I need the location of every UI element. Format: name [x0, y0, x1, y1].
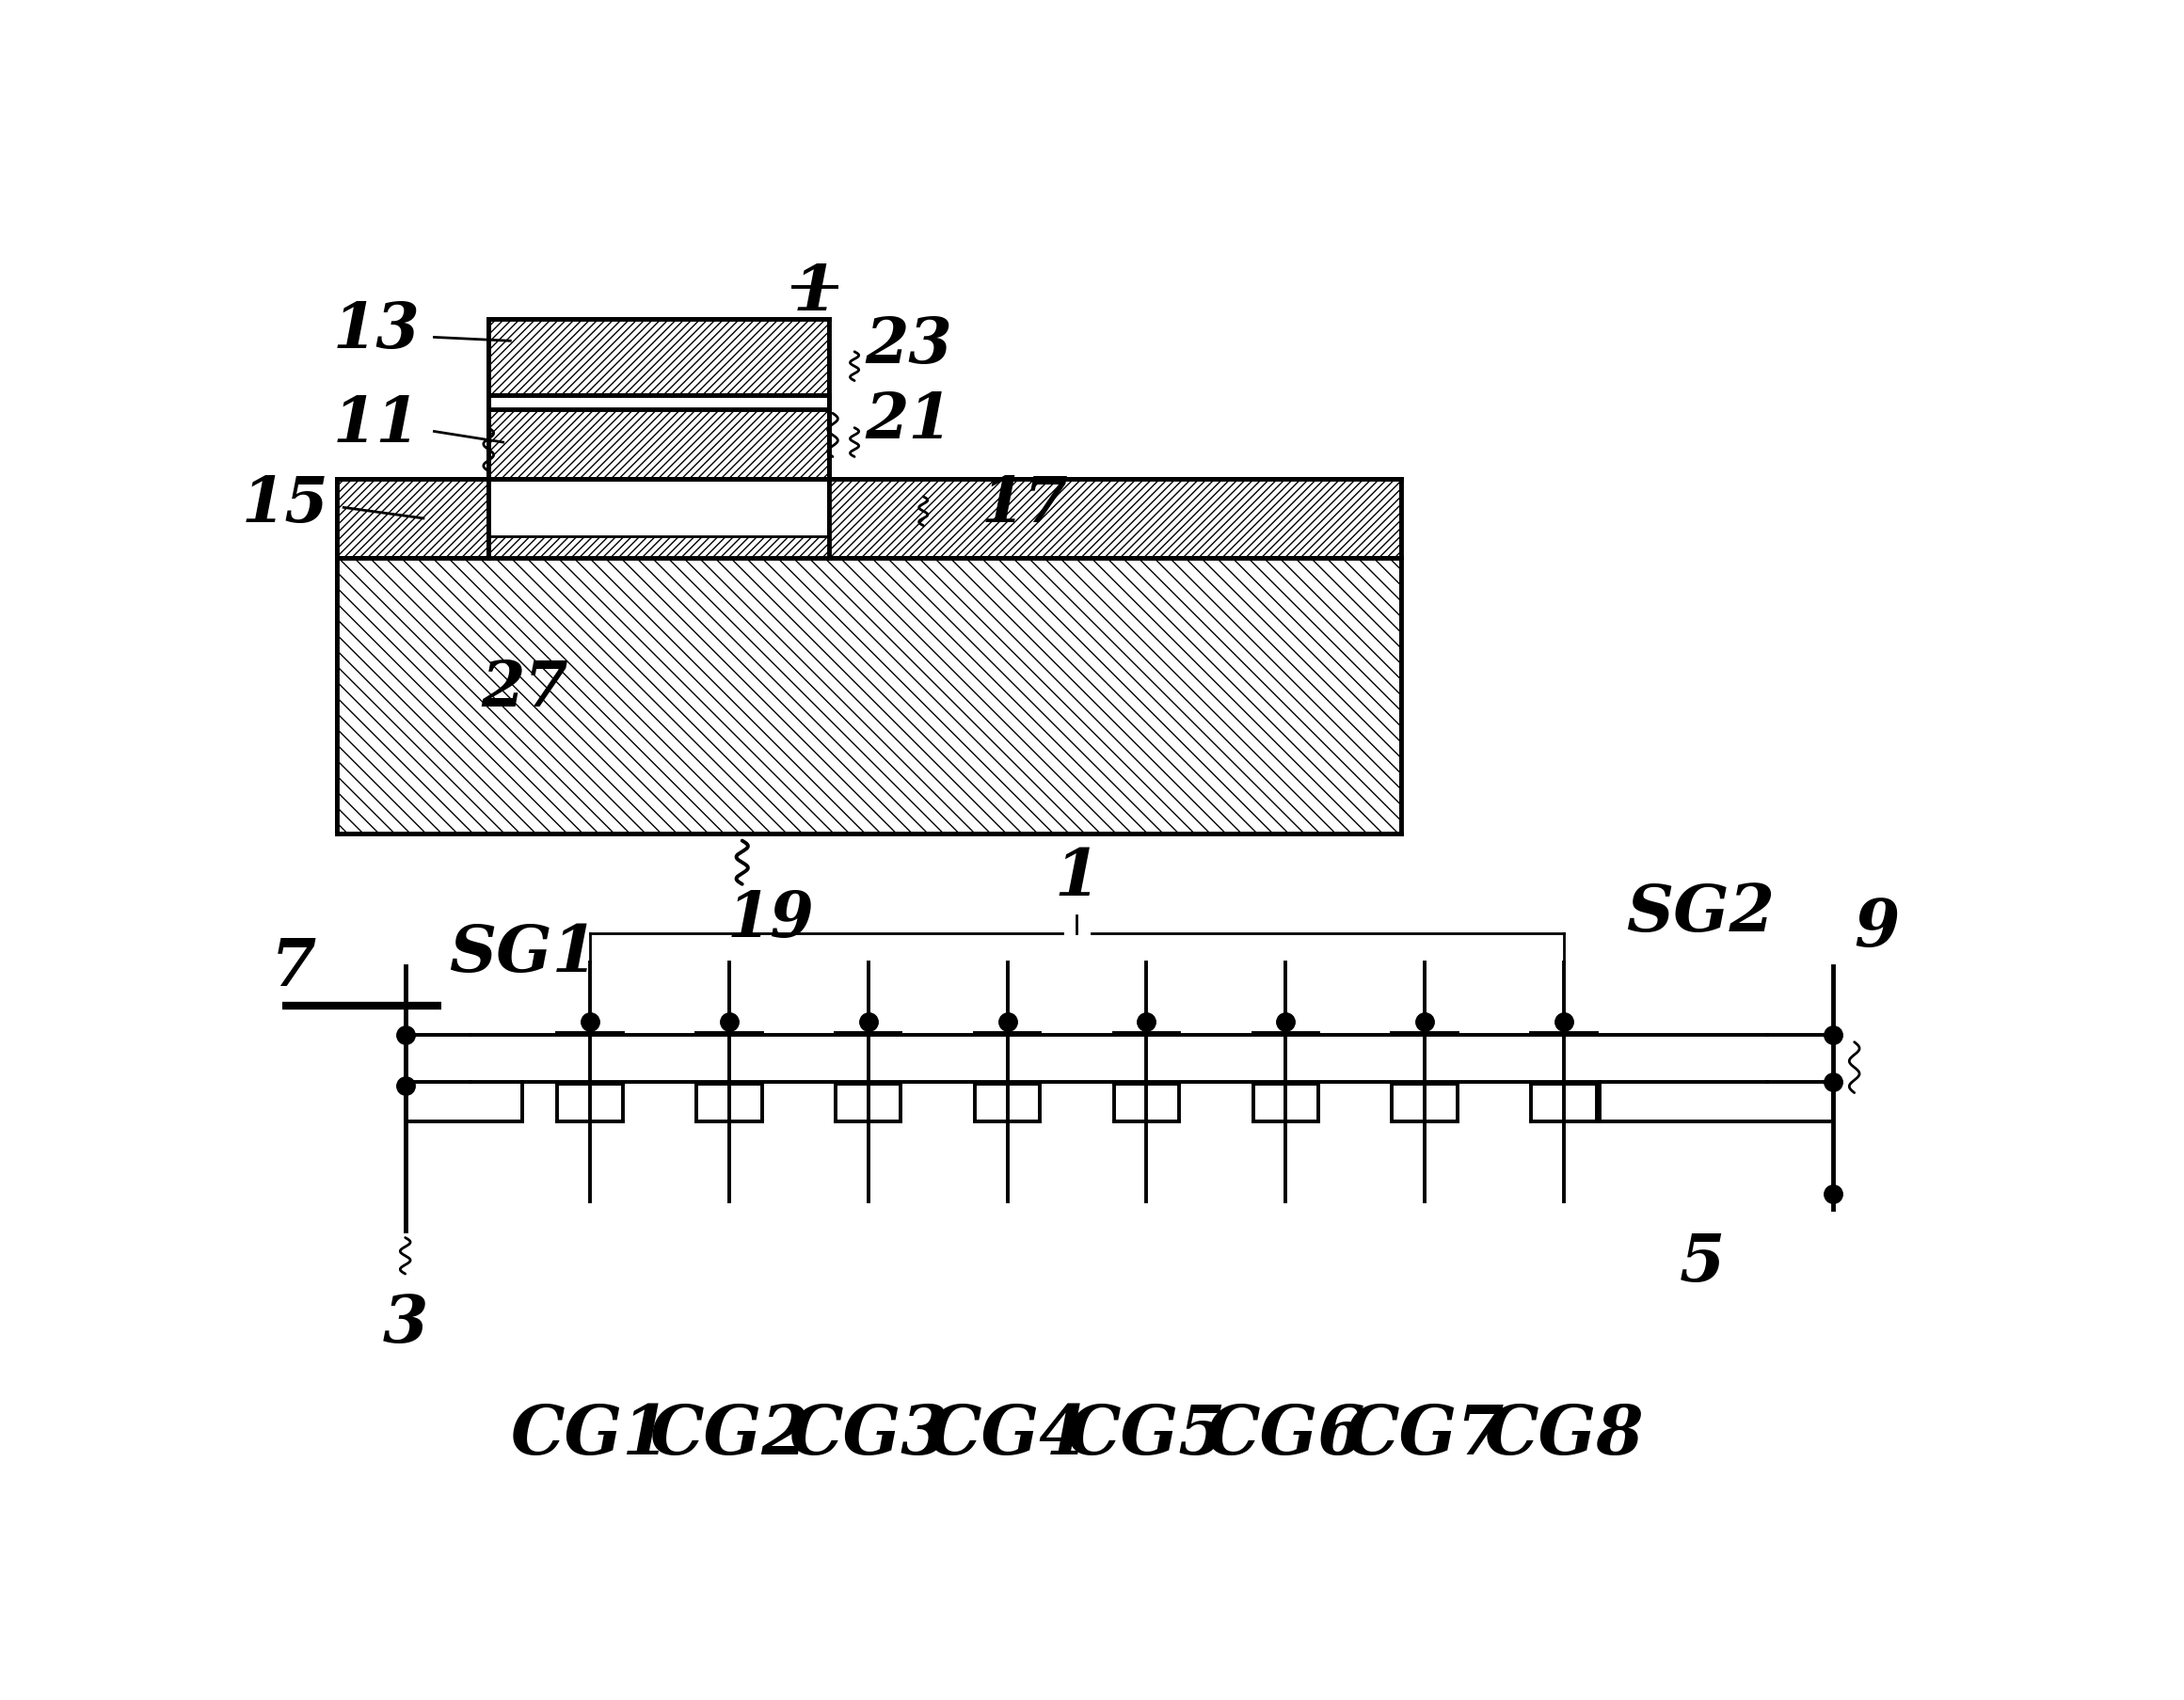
Bar: [830, 479, 1402, 559]
Text: 19: 19: [727, 887, 815, 949]
Text: 15: 15: [242, 474, 330, 535]
Bar: [489, 396, 830, 410]
Text: 23: 23: [865, 314, 952, 376]
Bar: [336, 559, 1402, 835]
Bar: [489, 320, 830, 396]
Bar: [489, 406, 830, 479]
Text: CG5: CG5: [1066, 1401, 1225, 1467]
Text: 17: 17: [981, 474, 1068, 535]
Text: CG8: CG8: [1485, 1401, 1645, 1467]
Text: 1: 1: [1055, 845, 1101, 908]
Text: 11: 11: [332, 394, 419, 456]
Text: CG2: CG2: [649, 1401, 808, 1467]
Text: 3: 3: [382, 1292, 428, 1355]
Text: 21: 21: [865, 391, 952, 452]
Text: SG1: SG1: [448, 921, 598, 984]
Bar: [336, 479, 489, 559]
Text: 1: 1: [793, 262, 836, 323]
Text: 13: 13: [332, 301, 419, 362]
Text: 7: 7: [271, 935, 317, 1000]
Text: CG1: CG1: [511, 1401, 670, 1467]
Text: 5: 5: [1679, 1231, 1725, 1294]
Text: CG7: CG7: [1345, 1401, 1505, 1467]
Text: 27: 27: [480, 658, 568, 719]
Bar: [489, 537, 830, 559]
Text: 9: 9: [1854, 896, 1900, 959]
Text: CG6: CG6: [1206, 1401, 1365, 1467]
Text: SG2: SG2: [1625, 881, 1776, 945]
Text: CG4: CG4: [928, 1401, 1088, 1467]
Text: CG3: CG3: [788, 1401, 948, 1467]
